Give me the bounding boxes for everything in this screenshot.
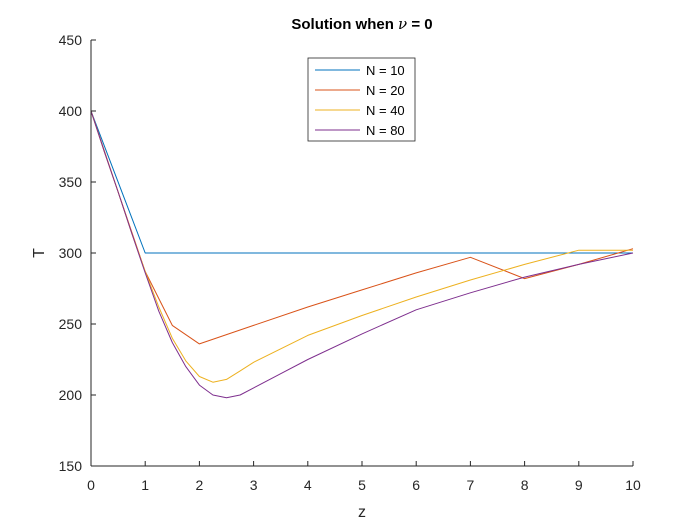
x-tick-label: 4 [304, 477, 312, 493]
y-tick-label: 400 [59, 103, 83, 119]
legend-box [307, 57, 416, 142]
x-tick-label: 2 [196, 477, 204, 493]
y-ticks: 150 200 250 300 350 400 450 [59, 32, 96, 474]
x-ticks: 0 1 2 3 4 5 6 7 8 9 10 [87, 461, 641, 493]
y-tick-label: 300 [59, 245, 83, 261]
legend-label-2: N = 20 [366, 83, 405, 98]
y-tick-label: 200 [59, 387, 83, 403]
x-tick-label: 1 [141, 477, 149, 493]
y-tick-label: 150 [59, 458, 83, 474]
x-tick-label: 9 [575, 477, 583, 493]
legend-label-4: N = 80 [366, 123, 405, 138]
legend-label-1: N = 10 [366, 63, 405, 78]
x-tick-label: 10 [625, 477, 641, 493]
legend-label-3: N = 40 [366, 103, 405, 118]
plot-lines [90, 110, 634, 399]
legend: N = 10 N = 20 N = 40 N = 80 [307, 57, 416, 142]
y-axis-label: T [31, 248, 48, 258]
chart-title: Solution when ν = 0 [291, 15, 432, 33]
x-tick-label: 8 [521, 477, 529, 493]
series-line-4 [90, 110, 634, 399]
y-tick-label: 250 [59, 316, 83, 332]
x-tick-label: 7 [467, 477, 475, 493]
y-tick-label: 450 [59, 32, 83, 48]
x-tick-label: 0 [87, 477, 95, 493]
x-axis-label: z [358, 504, 366, 521]
x-tick-label: 6 [412, 477, 420, 493]
y-tick-label: 350 [59, 174, 83, 190]
title-nu-symbol: ν [398, 15, 407, 33]
series-line-1 [90, 110, 633, 254]
x-tick-label: 3 [250, 477, 258, 493]
x-tick-label: 5 [358, 477, 366, 493]
